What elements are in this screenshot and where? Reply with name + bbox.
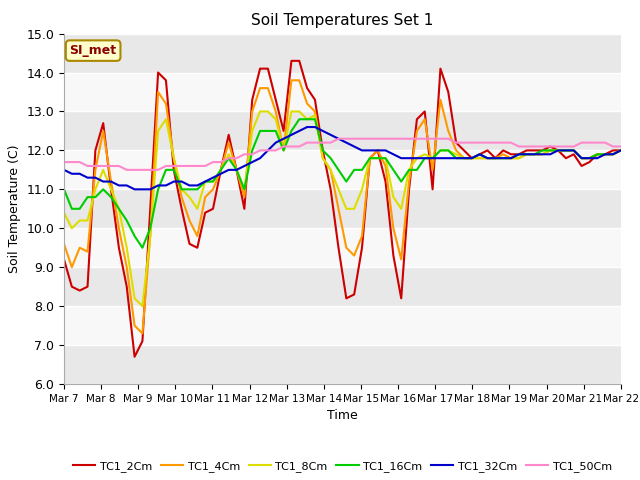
Line: TC1_2Cm: TC1_2Cm [64, 61, 621, 357]
Line: TC1_4Cm: TC1_4Cm [64, 80, 621, 334]
TC1_50Cm [390, 136, 397, 142]
TC1_4Cm [287, 77, 295, 83]
Bar [64, 306, 621, 345]
TC1_8Cm [60, 210, 68, 216]
TC1_8Cm [264, 108, 272, 114]
TC1_50Cm [586, 140, 593, 145]
TC1_16Cm [452, 156, 460, 161]
TC1_32Cm [131, 186, 138, 192]
TC1_4Cm [256, 85, 264, 91]
Bar [64, 189, 621, 228]
TC1_50Cm [452, 140, 460, 145]
TC1_16Cm [617, 147, 625, 153]
TC1_8Cm [147, 233, 154, 239]
TC1_50Cm [60, 159, 68, 165]
Bar [64, 228, 621, 267]
TC1_16Cm [429, 156, 436, 161]
TC1_50Cm [335, 136, 342, 142]
TC1_8Cm [390, 194, 397, 200]
TC1_32Cm [390, 151, 397, 157]
TC1_50Cm [429, 136, 436, 142]
TC1_32Cm [617, 147, 625, 153]
TC1_32Cm [452, 156, 460, 161]
Y-axis label: Soil Temperature (C): Soil Temperature (C) [8, 144, 21, 273]
Bar [64, 111, 621, 150]
TC1_16Cm [60, 186, 68, 192]
TC1_4Cm [147, 233, 154, 239]
TC1_4Cm [60, 241, 68, 247]
TC1_2Cm [390, 252, 397, 258]
TC1_32Cm [586, 156, 593, 161]
Bar [64, 34, 621, 72]
TC1_2Cm [429, 186, 436, 192]
Legend: TC1_2Cm, TC1_4Cm, TC1_8Cm, TC1_16Cm, TC1_32Cm, TC1_50Cm: TC1_2Cm, TC1_4Cm, TC1_8Cm, TC1_16Cm, TC1… [68, 457, 616, 477]
Bar [64, 345, 621, 384]
TC1_16Cm [256, 128, 264, 134]
TC1_32Cm [303, 124, 311, 130]
TC1_8Cm [256, 108, 264, 114]
TC1_8Cm [586, 156, 593, 161]
TC1_8Cm [617, 147, 625, 153]
TC1_8Cm [429, 156, 436, 161]
TC1_32Cm [60, 167, 68, 173]
TC1_2Cm [452, 140, 460, 145]
Bar [64, 72, 621, 111]
TC1_4Cm [617, 147, 625, 153]
Line: TC1_32Cm: TC1_32Cm [64, 127, 621, 189]
Line: TC1_16Cm: TC1_16Cm [64, 119, 621, 248]
TC1_2Cm [617, 147, 625, 153]
Bar [64, 267, 621, 306]
TC1_32Cm [147, 186, 154, 192]
TC1_4Cm [429, 167, 436, 173]
TC1_2Cm [287, 58, 295, 64]
TC1_50Cm [147, 167, 154, 173]
Line: TC1_8Cm: TC1_8Cm [64, 111, 621, 306]
TC1_2Cm [60, 256, 68, 262]
X-axis label: Time: Time [327, 409, 358, 422]
TC1_4Cm [452, 147, 460, 153]
TC1_4Cm [390, 226, 397, 231]
TC1_8Cm [452, 151, 460, 157]
Line: TC1_50Cm: TC1_50Cm [64, 139, 621, 170]
TC1_50Cm [617, 144, 625, 149]
TC1_16Cm [147, 226, 154, 231]
TC1_2Cm [147, 206, 154, 212]
TC1_50Cm [123, 167, 131, 173]
TC1_16Cm [586, 156, 593, 161]
TC1_16Cm [390, 167, 397, 173]
Bar [64, 150, 621, 189]
TC1_4Cm [139, 331, 147, 336]
TC1_4Cm [586, 156, 593, 161]
TC1_32Cm [429, 156, 436, 161]
TC1_16Cm [296, 116, 303, 122]
TC1_2Cm [256, 66, 264, 72]
TC1_8Cm [139, 303, 147, 309]
TC1_2Cm [131, 354, 138, 360]
TC1_2Cm [586, 159, 593, 165]
TC1_50Cm [256, 147, 264, 153]
Title: Soil Temperatures Set 1: Soil Temperatures Set 1 [252, 13, 433, 28]
Text: SI_met: SI_met [70, 44, 116, 57]
TC1_32Cm [256, 156, 264, 161]
TC1_16Cm [139, 245, 147, 251]
